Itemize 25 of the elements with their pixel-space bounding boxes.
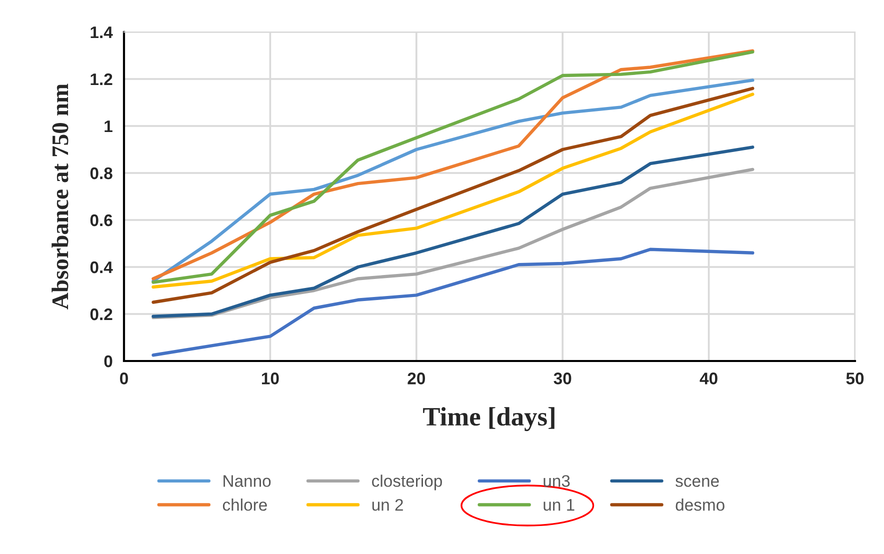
y-tick-label: 0.4 (90, 261, 113, 274)
x-tick-label: 20 (408, 372, 425, 384)
legend-label: scene (676, 478, 719, 487)
y-tick-label: 1.2 (90, 73, 112, 86)
legend-label: chlore (222, 498, 267, 511)
x-tick-label: 0 (120, 372, 128, 384)
y-tick-label: 0.2 (90, 308, 112, 320)
legend-label: desmo (676, 498, 724, 511)
y-axis-title: Absorbance at 750 nm (52, 84, 68, 310)
y-tick-label: 0.6 (90, 214, 112, 226)
x-tick-label: 30 (554, 372, 572, 384)
x-axis-title: Time [days] (423, 407, 554, 432)
y-tick-label: 1.4 (90, 26, 113, 38)
legend-label: un 2 (372, 498, 403, 511)
legend-label: un 1 (544, 499, 574, 511)
legend-label: un3 (544, 475, 570, 487)
line-series (152, 248, 754, 357)
y-tick-label: 0.8 (90, 167, 112, 180)
x-tick-label: 50 (846, 372, 864, 384)
legend-label: Nanno (224, 475, 271, 487)
legend-label: closteriop (372, 474, 442, 490)
x-tick-label: 40 (700, 372, 718, 384)
x-tick-label: 10 (262, 372, 279, 384)
y-tick-label: 0 (104, 355, 112, 368)
y-tick-label: 1 (104, 120, 112, 132)
